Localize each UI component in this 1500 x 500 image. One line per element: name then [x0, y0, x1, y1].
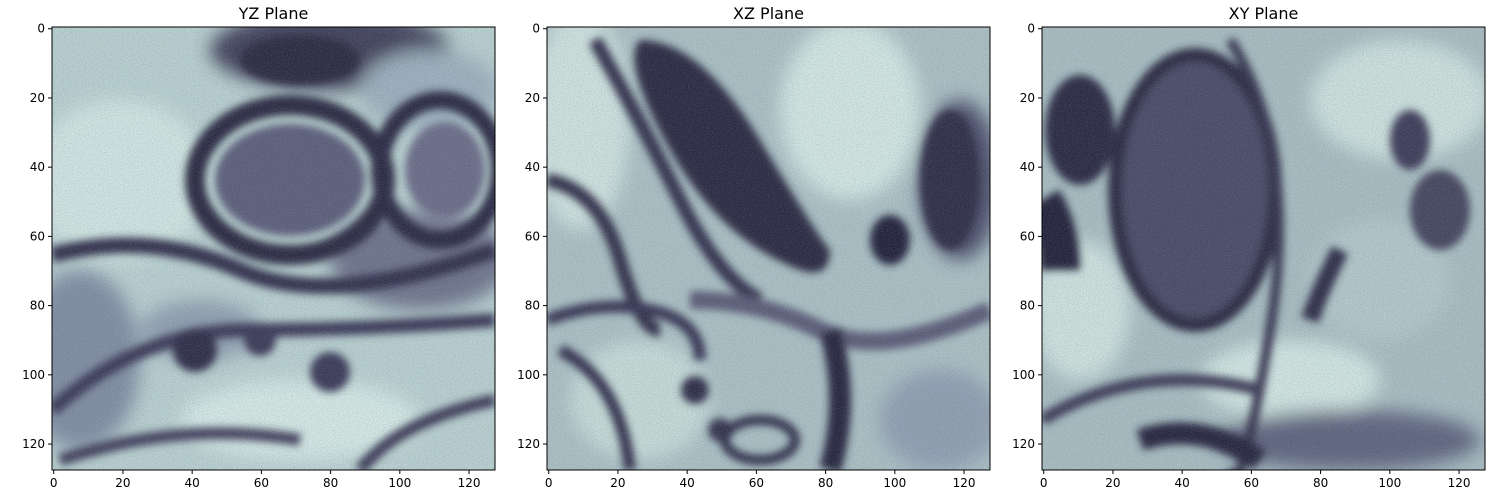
micrograph-yz [52, 27, 495, 470]
panel-xz: XZ Plane [517, 4, 991, 490]
x-tick-label: 20 [610, 476, 625, 490]
x-tick-label: 40 [680, 476, 695, 490]
panel-title: XY Plane [1229, 4, 1299, 23]
ticks-yz: 0 20 40 60 80 100 120 0 20 40 60 80 100 120 [22, 22, 480, 490]
y-tick-label: 60 [1020, 229, 1035, 243]
x-tick-label: 100 [883, 476, 906, 490]
y-tick-label: 20 [30, 91, 45, 105]
x-tick-label: 80 [1313, 476, 1328, 490]
x-tick-label: 40 [185, 476, 200, 490]
x-tick-label: 20 [1105, 476, 1120, 490]
y-tick-label: 100 [517, 368, 540, 382]
panel-title: XZ Plane [733, 4, 804, 23]
y-tick-label: 60 [30, 229, 45, 243]
y-tick-label: 0 [532, 22, 540, 36]
x-tick-label: 60 [1244, 476, 1259, 490]
x-tick-label: 120 [458, 476, 481, 490]
panel-xy: XY Plane [1012, 4, 1486, 490]
y-tick-label: 40 [30, 160, 45, 174]
x-tick-label: 120 [953, 476, 976, 490]
y-tick-label: 0 [1027, 22, 1035, 36]
x-tick-label: 0 [1040, 476, 1048, 490]
x-tick-label: 40 [1175, 476, 1190, 490]
x-tick-label: 60 [254, 476, 269, 490]
x-tick-label: 80 [323, 476, 338, 490]
y-tick-label: 120 [22, 437, 45, 451]
y-tick-label: 100 [1012, 368, 1035, 382]
y-tick-label: 100 [22, 368, 45, 382]
panel-title: YZ Plane [238, 4, 309, 23]
y-tick-label: 120 [517, 437, 540, 451]
y-tick-label: 20 [1020, 91, 1035, 105]
y-tick-label: 80 [1020, 299, 1035, 313]
x-tick-label: 100 [388, 476, 411, 490]
y-tick-label: 20 [525, 91, 540, 105]
y-tick-label: 0 [37, 22, 45, 36]
y-tick-label: 80 [525, 299, 540, 313]
x-tick-label: 20 [115, 476, 130, 490]
y-tick-label: 40 [525, 160, 540, 174]
micrograph-xz [547, 27, 990, 470]
x-tick-label: 0 [50, 476, 58, 490]
x-tick-label: 0 [545, 476, 553, 490]
axes-frame [546, 26, 991, 471]
y-tick-label: 60 [525, 229, 540, 243]
x-tick-label: 100 [1378, 476, 1401, 490]
y-tick-label: 80 [30, 299, 45, 313]
x-tick-label: 120 [1448, 476, 1471, 490]
x-tick-label: 60 [749, 476, 764, 490]
ticks-xy: 0 20 40 60 80 100 120 0 20 40 60 80 100 120 [1012, 22, 1470, 490]
panel-yz: YZ Plane [22, 4, 496, 490]
axes-frame [51, 26, 496, 471]
axes-frame [1041, 26, 1486, 471]
y-tick-label: 120 [1012, 437, 1035, 451]
y-tick-label: 40 [1020, 160, 1035, 174]
micrograph-xy [1042, 27, 1485, 470]
x-tick-label: 80 [818, 476, 833, 490]
ticks-xz: 0 20 40 60 80 100 120 0 20 40 60 80 100 120 [517, 22, 975, 490]
